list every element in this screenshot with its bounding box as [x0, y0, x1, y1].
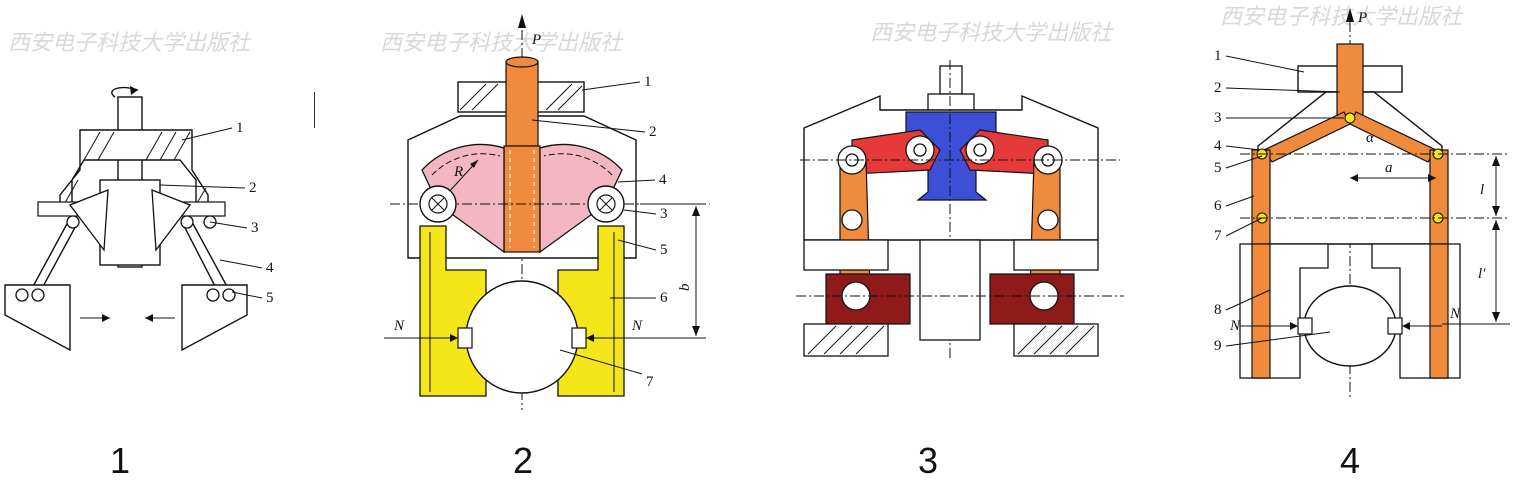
angle-alpha: α [1366, 130, 1375, 146]
figure-1: 西安电子科技大学出版社 [0, 0, 300, 500]
label-2: 2 [649, 124, 657, 140]
gripper-diagram-2: 西安电子科技大学出版社 P R [380, 14, 710, 410]
figure-2: 西安电子科技大学出版社 P R [360, 0, 760, 500]
body-block [99, 179, 161, 266]
label-3: 3 [660, 206, 668, 222]
label-7: 7 [1214, 228, 1222, 244]
label-6: 6 [660, 290, 668, 306]
normal-right: N [1449, 306, 1461, 322]
label-2: 2 [1214, 80, 1222, 96]
workpiece [1303, 285, 1397, 367]
dim-b: b [677, 283, 693, 291]
label-4: 4 [1214, 138, 1222, 154]
figure-caption: 2 [512, 440, 534, 481]
normal-left: N [1229, 318, 1241, 334]
gear-sector-right [539, 143, 623, 254]
label-2: 2 [249, 180, 257, 196]
housing [59, 129, 209, 211]
gripper-diagram-4: 西安电子科技大学出版社 P [1214, 5, 1510, 400]
figure-3: 西安电子科技大学出版社 [790, 0, 1130, 500]
gear-sector-right [151, 189, 192, 252]
force-label-p: P [531, 32, 541, 48]
dim-l-prime: l′ [1478, 266, 1486, 282]
normal-right: N [631, 318, 643, 334]
watermark: 西安电子科技大学出版社 [8, 31, 252, 56]
figure-4: 西安电子科技大学出版社 P [1180, 0, 1515, 500]
workpiece [465, 280, 579, 394]
watermark: 西安电子科技大学出版社 [1220, 5, 1464, 30]
label-1: 1 [236, 120, 244, 136]
label-1: 1 [644, 74, 652, 90]
label-1: 1 [1214, 48, 1222, 64]
label-5: 5 [266, 290, 274, 306]
watermark: 西安电子科技大学出版社 [870, 21, 1114, 46]
label-8: 8 [1214, 302, 1222, 318]
label-5: 5 [1214, 160, 1222, 176]
label-4: 4 [266, 260, 274, 276]
figure-caption: 3 [917, 440, 939, 481]
force-label-p: P [1357, 10, 1367, 26]
label-4: 4 [659, 172, 667, 188]
rod [505, 61, 539, 147]
rod [1336, 43, 1364, 117]
normal-left: N [393, 318, 405, 334]
figure-caption: 4 [1339, 440, 1361, 481]
gripper-diagram-1: 西安电子科技大学出版社 [4, 31, 274, 352]
label-7: 7 [646, 374, 654, 390]
dim-l: l [1480, 182, 1484, 198]
gripper-diagram-3: 西安电子科技大学出版社 [796, 21, 1124, 360]
gear-sector-left [421, 143, 505, 254]
label-6: 6 [1214, 198, 1222, 214]
dim-a: a [1385, 160, 1393, 176]
label-3: 3 [1214, 110, 1222, 126]
figure-caption: 1 [109, 440, 131, 481]
gear-sector-left [68, 189, 109, 252]
label-3: 3 [251, 220, 259, 236]
label-5: 5 [660, 242, 668, 258]
watermark: 西安电子科技大学出版社 [380, 31, 624, 56]
radius-label: R [453, 164, 463, 180]
divider [314, 92, 315, 128]
label-9: 9 [1214, 338, 1222, 354]
